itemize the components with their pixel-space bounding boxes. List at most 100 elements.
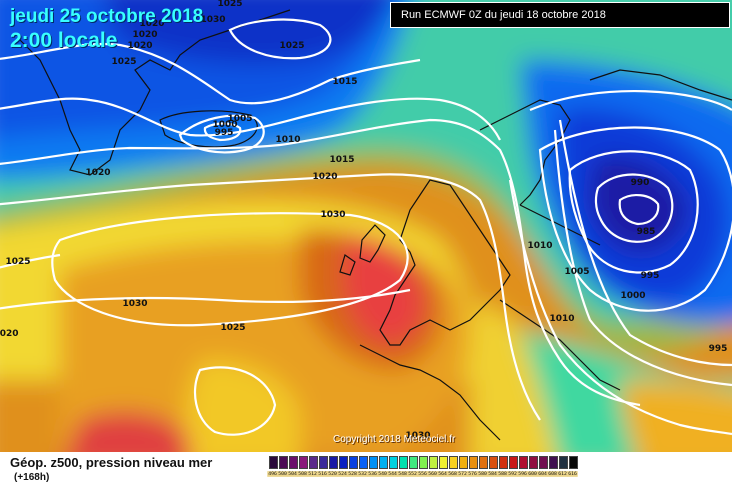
legend-step: 500: [277, 456, 289, 477]
map-variable-title: Géop. z500, pression niveau mer: [10, 455, 213, 470]
legend-step: 524: [337, 456, 349, 477]
legend-value: 524: [337, 471, 349, 477]
legend-swatch: [408, 456, 418, 469]
legend-step: 572: [457, 456, 469, 477]
legend-value: 612: [557, 471, 569, 477]
legend-step: 540: [377, 456, 389, 477]
legend-swatch: [298, 456, 308, 469]
legend-swatch: [388, 456, 398, 469]
legend-swatch: [558, 456, 568, 469]
legend-swatch: [488, 456, 498, 469]
legend-value: 616: [567, 471, 579, 477]
map-footer: Géop. z500, pression niveau mer (+168h) …: [0, 452, 732, 488]
legend-swatch: [438, 456, 448, 469]
isobars: [0, 18, 732, 436]
model-run-label: Run ECMWF 0Z du jeudi 18 octobre 2018: [390, 2, 730, 28]
legend-step: 516: [317, 456, 329, 477]
forecast-date: jeudi 25 octobre 2018: [10, 6, 204, 27]
pressure-label: 1025: [217, 0, 242, 9]
legend-value: 528: [347, 471, 359, 477]
legend-step: 532: [357, 456, 369, 477]
forecast-time: 2:00 locale: [10, 29, 118, 52]
pressure-label: 1030: [200, 15, 225, 25]
legend-swatch: [338, 456, 348, 469]
legend-swatch: [458, 456, 468, 469]
pressure-label: 1010: [275, 135, 300, 145]
legend-step: 596: [517, 456, 529, 477]
legend-value: 560: [427, 471, 439, 477]
legend-swatch: [348, 456, 358, 469]
legend-swatch: [398, 456, 408, 469]
legend-swatch: [568, 456, 578, 469]
legend-value: 548: [397, 471, 409, 477]
legend-swatch: [538, 456, 548, 469]
legend-step: 528: [347, 456, 359, 477]
legend-value: 564: [437, 471, 449, 477]
legend-value: 608: [547, 471, 559, 477]
legend-swatch: [528, 456, 538, 469]
pressure-label: 1025: [279, 41, 304, 51]
legend-swatch: [508, 456, 518, 469]
legend-step: 512: [307, 456, 319, 477]
legend-value: 520: [327, 471, 339, 477]
coastlines: [19, 9, 732, 441]
legend-step: 584: [487, 456, 499, 477]
legend-value: 552: [407, 471, 419, 477]
legend-value: 504: [287, 471, 299, 477]
legend-step: 604: [537, 456, 549, 477]
pressure-label: 1020: [85, 168, 110, 178]
legend-value: 516: [317, 471, 329, 477]
legend-swatch: [518, 456, 528, 469]
legend-step: 568: [447, 456, 459, 477]
legend-value: 568: [447, 471, 459, 477]
legend-step: 588: [497, 456, 509, 477]
legend-swatch: [378, 456, 388, 469]
legend-step: 556: [417, 456, 429, 477]
legend-step: 544: [387, 456, 399, 477]
legend-step: 564: [437, 456, 449, 477]
legend-step: 612: [557, 456, 569, 477]
pressure-label: 1005: [227, 114, 252, 124]
legend-value: 572: [457, 471, 469, 477]
pressure-label: 1005: [564, 267, 589, 277]
legend-swatch: [468, 456, 478, 469]
legend-step: 608: [547, 456, 559, 477]
legend-step: 520: [327, 456, 339, 477]
legend-step: 548: [397, 456, 409, 477]
pressure-label: 1025: [220, 323, 245, 333]
forecast-lead-time: (+168h): [14, 472, 50, 483]
pressure-label: 1020: [127, 41, 152, 51]
legend-value: 508: [297, 471, 309, 477]
legend-swatch: [418, 456, 428, 469]
pressure-label: 1010: [549, 314, 574, 324]
pressure-label: 1025: [5, 257, 30, 267]
legend-value: 556: [417, 471, 429, 477]
color-scale-legend: 496 500 504 508 512 516 520 524 528 532 536 540 544 5…: [267, 456, 579, 477]
legend-value: 500: [277, 471, 289, 477]
legend-swatch: [428, 456, 438, 469]
legend-step: 536: [367, 456, 379, 477]
legend-step: 600: [527, 456, 539, 477]
pressure-label: 1030: [122, 299, 147, 309]
legend-step: 616: [567, 456, 579, 477]
pressure-label: 1020: [132, 30, 157, 40]
legend-swatch: [288, 456, 298, 469]
legend-value: 584: [487, 471, 499, 477]
pressure-label: 995: [215, 128, 234, 138]
legend-step: 576: [467, 456, 479, 477]
legend-swatch: [308, 456, 318, 469]
legend-value: 600: [527, 471, 539, 477]
weather-map: 1025 1030 1020 1020 1020 1025 1025 1025 …: [0, 0, 732, 452]
pressure-label: 995: [709, 344, 728, 354]
legend-value: 596: [517, 471, 529, 477]
pressure-label: 990: [631, 178, 650, 188]
legend-step: 504: [287, 456, 299, 477]
pressure-label: 1000: [620, 291, 645, 301]
legend-step: 592: [507, 456, 519, 477]
legend-swatch: [368, 456, 378, 469]
legend-swatch: [358, 456, 368, 469]
legend-value: 592: [507, 471, 519, 477]
pressure-label: 1030: [320, 210, 345, 220]
pressure-label: 1020: [312, 172, 337, 182]
pressure-label: 1030: [405, 431, 430, 441]
